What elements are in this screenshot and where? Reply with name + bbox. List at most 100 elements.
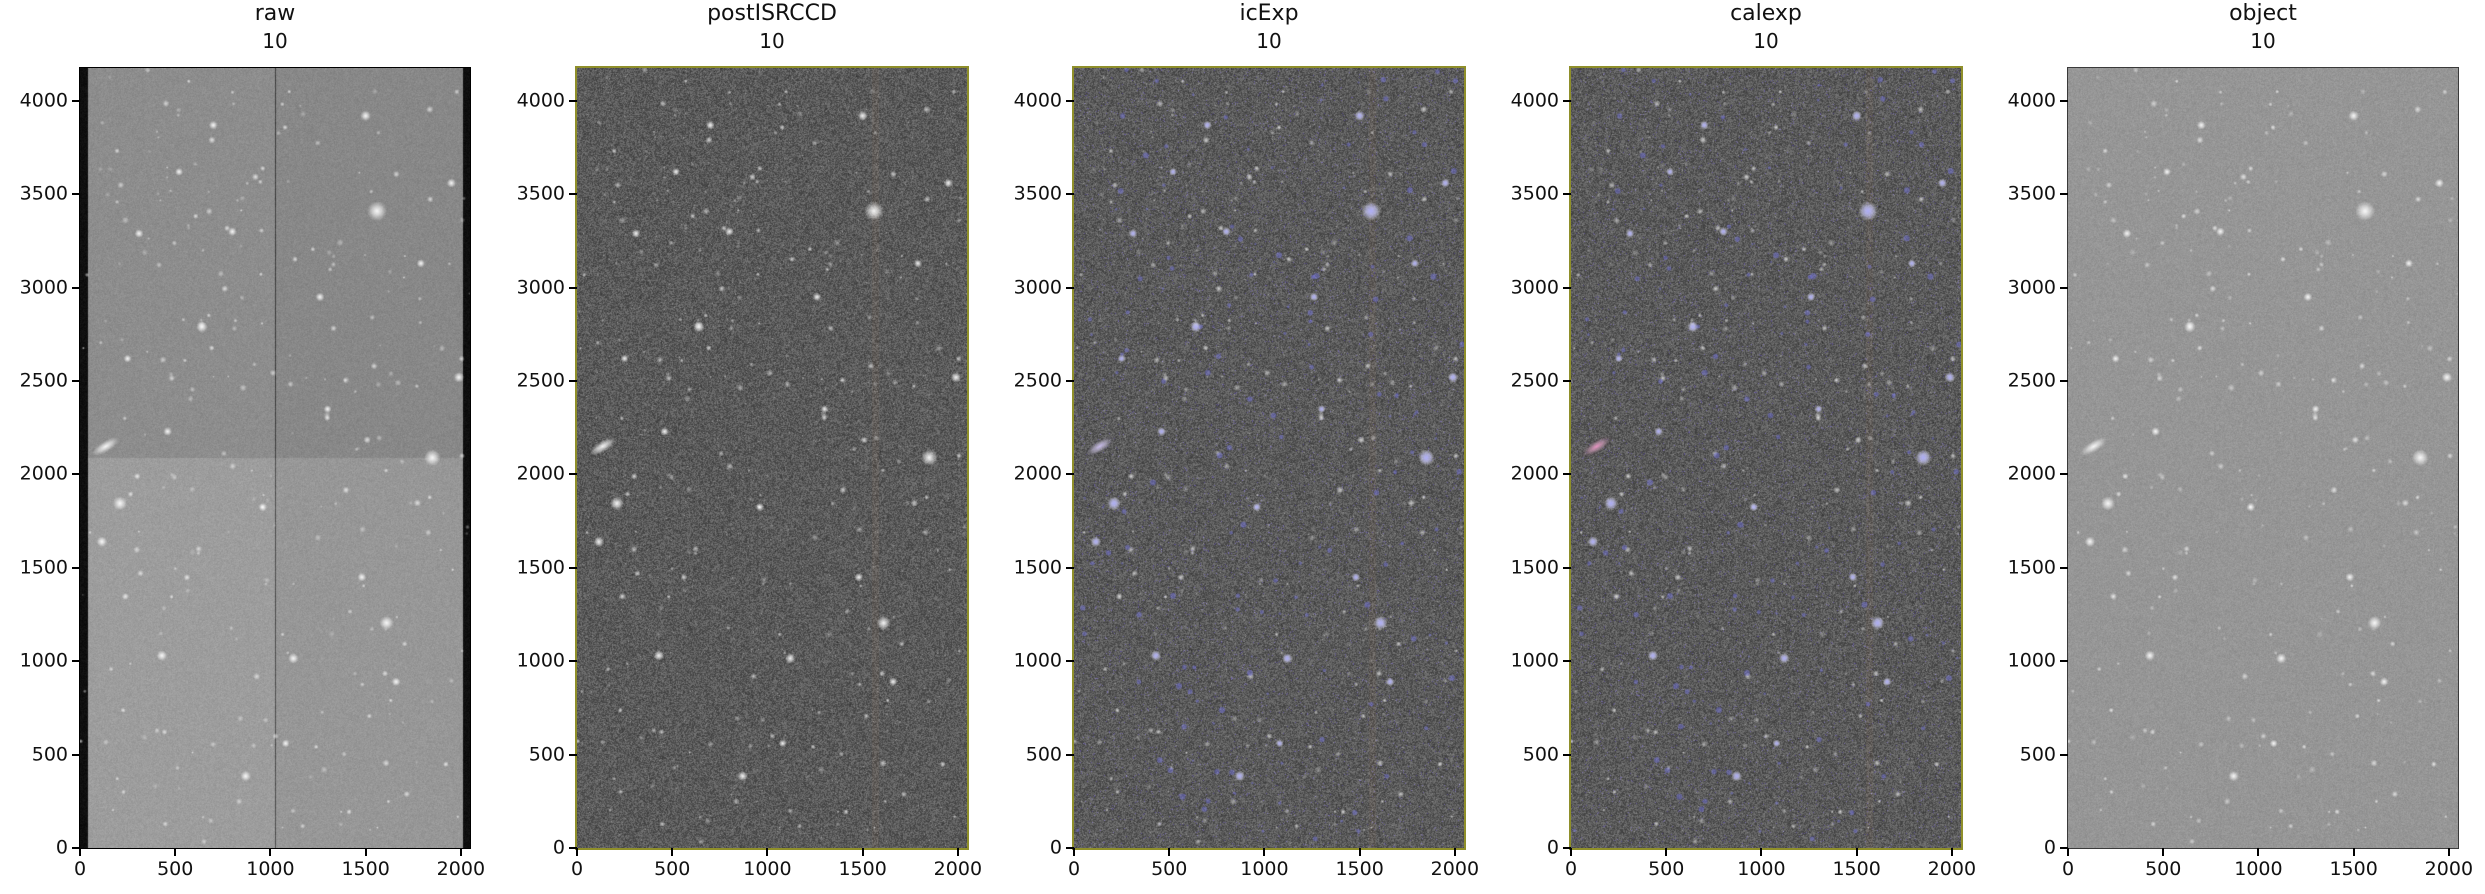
- y-tick-label: 1500: [2007, 556, 2056, 579]
- y-tick-mark: [2060, 99, 2068, 102]
- y-tick-mark: [72, 99, 80, 102]
- y-tick-mark: [569, 380, 577, 383]
- y-tick-mark: [2060, 566, 2068, 569]
- x-tick-label: 500: [1151, 858, 1188, 880]
- plot-area: 0 500 1000 1500 2000 2500 3000 3500 4000 0 500 1000…: [1014, 66, 1479, 879]
- y-tick-mark: [1563, 753, 1571, 756]
- y-tick-label: 500: [31, 743, 68, 766]
- y-tick-label: 1500: [516, 556, 565, 579]
- panel-title: object: [2229, 1, 2297, 26]
- y-tick-label: 4000: [19, 89, 68, 112]
- y-tick-label: 3000: [2007, 276, 2056, 299]
- x-tick-label: 1000: [1240, 858, 1289, 880]
- x-tick-label: 500: [2145, 858, 2182, 880]
- x-tick-label: 0: [1564, 858, 1578, 880]
- panel-postisrccd: postISRCCD 10 0 500 1000 1500 2000 2500 3000 35…: [497, 0, 994, 894]
- y-tick-mark: [72, 566, 80, 569]
- image-canvas-postisrccd: [577, 68, 967, 848]
- y-tick-mark: [1563, 193, 1571, 196]
- x-tick-mark: [1168, 848, 1171, 856]
- x-tick-mark: [1570, 848, 1572, 856]
- y-tick-mark: [1563, 286, 1571, 289]
- y-tick-label: 2000: [19, 462, 68, 485]
- x-tick-label: 0: [570, 858, 584, 880]
- x-tick-mark: [576, 848, 578, 856]
- y-tick-label: 1000: [1510, 649, 1559, 672]
- x-tick-mark: [956, 848, 959, 856]
- y-tick-mark: [2060, 847, 2068, 849]
- y-tick-mark: [1066, 193, 1074, 196]
- y-tick-mark: [569, 286, 577, 289]
- x-tick-mark: [1263, 848, 1266, 856]
- y-tick-mark: [72, 660, 80, 663]
- x-tick-label: 1500: [1335, 858, 1384, 880]
- x-tick-mark: [2067, 848, 2069, 856]
- y-tick-label: 0: [55, 836, 68, 859]
- x-tick-mark: [1073, 848, 1075, 856]
- panel-subtitle: 10: [759, 29, 785, 53]
- panel-icexp: icExp 10 0 500 1000 1500 2000 2500 3000 3500 400…: [994, 0, 1491, 894]
- y-tick-label: 3500: [19, 182, 68, 205]
- x-tick-label: 1000: [246, 858, 295, 880]
- y-tick-label: 3000: [1013, 276, 1062, 299]
- y-tick-mark: [72, 753, 80, 756]
- y-tick-label: 0: [1049, 836, 1062, 859]
- panel-title: postISRCCD: [707, 1, 837, 26]
- x-tick-mark: [2257, 848, 2260, 856]
- panel-object: object 10 0 500 1000 1500 2000 2500 3000 3500 40…: [1988, 0, 2485, 894]
- x-tick-label: 2000: [2424, 858, 2474, 880]
- x-tick-mark: [1950, 848, 1953, 856]
- y-tick-mark: [1563, 99, 1571, 102]
- y-tick-label: 1000: [2007, 649, 2056, 672]
- y-tick-mark: [1066, 99, 1074, 102]
- y-tick-mark: [569, 193, 577, 196]
- y-tick-mark: [569, 660, 577, 663]
- panel-raw: raw 10 0 500 1000 1500 2000 2500 3000 3500 4000 0…: [0, 0, 497, 894]
- y-tick-mark: [72, 193, 80, 196]
- y-tick-mark: [1563, 660, 1571, 663]
- y-tick-label: 4000: [1510, 89, 1559, 112]
- x-tick-mark: [459, 848, 462, 856]
- plot-area: 0 500 1000 1500 2000 2500 3000 3500 4000 0 500 1000…: [1511, 66, 1976, 879]
- panel-title: icExp: [1239, 1, 1299, 26]
- x-tick-label: 1000: [743, 858, 792, 880]
- y-tick-mark: [1066, 473, 1074, 476]
- x-tick-mark: [364, 848, 367, 856]
- x-tick-label: 1000: [1737, 858, 1786, 880]
- x-tick-label: 1500: [341, 858, 390, 880]
- y-tick-label: 500: [2019, 743, 2056, 766]
- y-tick-label: 4000: [1013, 89, 1062, 112]
- y-tick-label: 4000: [2007, 89, 2056, 112]
- x-tick-label: 2000: [933, 858, 983, 880]
- panel-calexp: calexp 10 0 500 1000 1500 2000 2500 3000 3500 40…: [1491, 0, 1988, 894]
- y-tick-mark: [2060, 286, 2068, 289]
- panel-subtitle: 10: [1256, 29, 1282, 53]
- y-tick-label: 500: [528, 743, 565, 766]
- y-tick-label: 3000: [1510, 276, 1559, 299]
- y-tick-label: 1500: [1013, 556, 1062, 579]
- y-tick-label: 3500: [2007, 182, 2056, 205]
- y-tick-label: 2500: [1013, 369, 1062, 392]
- y-tick-mark: [72, 380, 80, 383]
- y-tick-label: 0: [1546, 836, 1559, 859]
- plot-area: 0 500 1000 1500 2000 2500 3000 3500 4000 0 500 1000…: [2008, 67, 2473, 879]
- x-tick-label: 0: [1067, 858, 1081, 880]
- y-tick-label: 1000: [19, 649, 68, 672]
- x-tick-mark: [671, 848, 674, 856]
- y-tick-label: 3500: [1510, 182, 1559, 205]
- y-tick-mark: [1563, 847, 1571, 849]
- y-tick-mark: [2060, 753, 2068, 756]
- y-tick-mark: [569, 473, 577, 476]
- y-tick-mark: [1563, 566, 1571, 569]
- x-tick-label: 500: [157, 858, 194, 880]
- y-tick-label: 1500: [1510, 556, 1559, 579]
- y-tick-mark: [569, 847, 577, 849]
- x-tick-mark: [269, 848, 272, 856]
- x-tick-label: 2000: [1927, 858, 1977, 880]
- y-tick-label: 4000: [516, 89, 565, 112]
- y-tick-label: 2500: [1510, 369, 1559, 392]
- image-canvas-calexp: [1571, 68, 1961, 848]
- y-tick-label: 3000: [19, 276, 68, 299]
- x-tick-mark: [2352, 848, 2355, 856]
